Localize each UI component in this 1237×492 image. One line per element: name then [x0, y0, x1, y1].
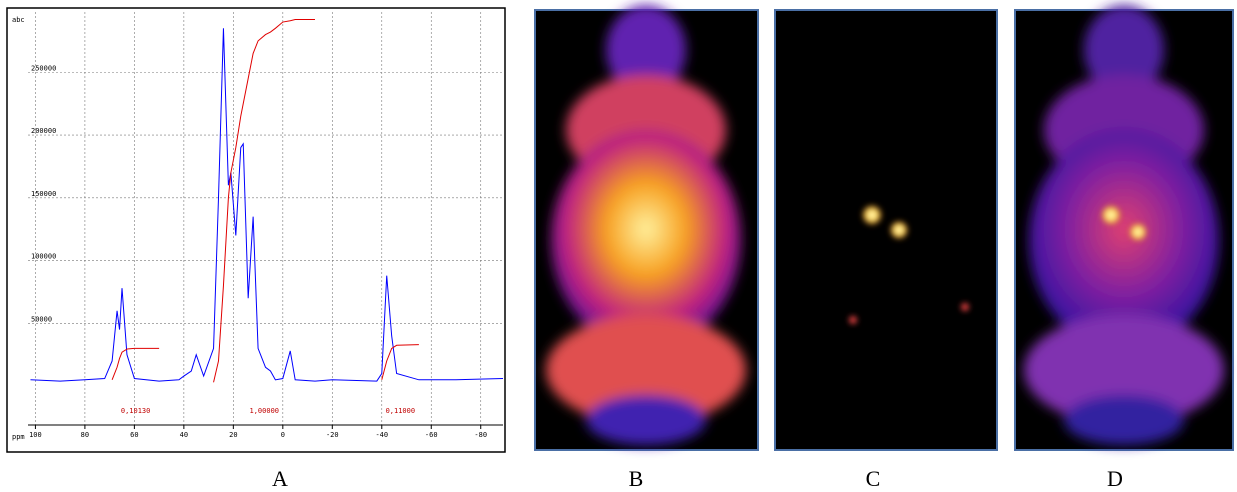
- panel-label: B: [629, 466, 644, 491]
- y-tick-label: 50000: [31, 315, 52, 323]
- x-tick-label: -80: [474, 431, 487, 439]
- x-tick-label: 0: [281, 431, 285, 439]
- spectrum-plot: 100 80 60 40 20 0 -20 -40 -60 -80 50000 100000 15000…: [12, 12, 504, 441]
- x-tick-label: 60: [130, 431, 138, 439]
- y-axis-label: abc: [12, 16, 25, 24]
- x-tick-label: 80: [81, 431, 89, 439]
- y-tick-label: 250000: [31, 64, 56, 72]
- x-axis-label: ppm: [12, 433, 25, 441]
- y-tick-label: 100000: [31, 253, 56, 261]
- x-tick-label: -20: [326, 431, 339, 439]
- integral-label: 0,11000: [386, 407, 416, 415]
- y-tick-label: 150000: [31, 190, 56, 198]
- image-c: [774, 9, 998, 451]
- y-tick-label: 200000: [31, 127, 56, 135]
- series-line: [30, 28, 504, 382]
- image-d: [1014, 5, 1234, 451]
- x-tick-label: 40: [180, 431, 188, 439]
- x-tick-label: 100: [29, 431, 42, 439]
- x-tick-label: -40: [375, 431, 388, 439]
- x-tick-label: -60: [425, 431, 438, 439]
- panel-labels: A B C D: [272, 466, 1123, 491]
- panel-label: A: [272, 466, 288, 491]
- panel-frame: [6, 7, 506, 453]
- panel-label: C: [866, 466, 881, 491]
- integral-label: 0,10130: [121, 407, 151, 415]
- x-tick-label: 20: [229, 431, 237, 439]
- panel-label: D: [1107, 466, 1123, 491]
- integral-label: 1,00000: [250, 407, 280, 415]
- series-line: [111, 19, 419, 383]
- image-b: [534, 5, 759, 451]
